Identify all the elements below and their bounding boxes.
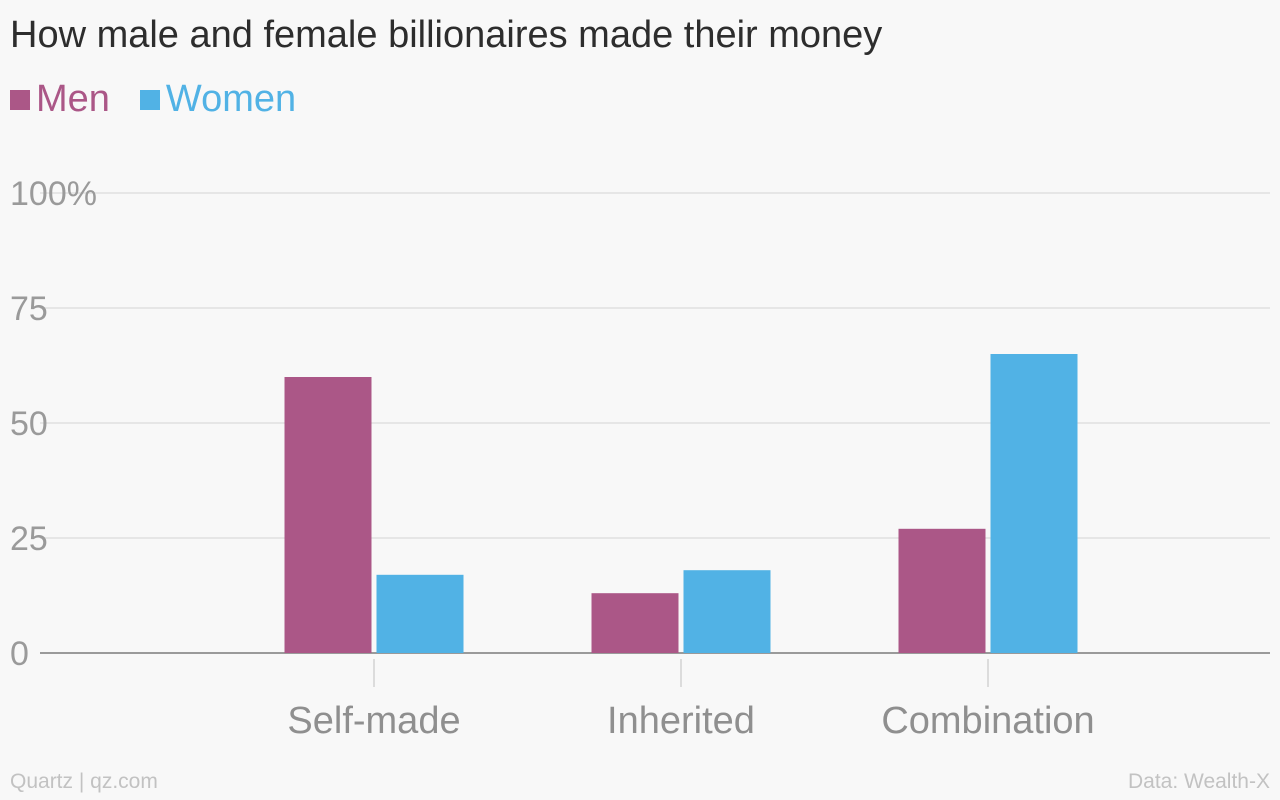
legend-item-women: Women <box>139 78 297 121</box>
x-category-label: Self-made <box>287 700 460 742</box>
legend-swatch-men <box>10 89 30 110</box>
y-tick-label: 50 <box>10 405 48 443</box>
y-tick-label: 75 <box>10 290 48 328</box>
bar-women-inherited <box>683 570 771 653</box>
legend-label-women: Women <box>165 78 297 120</box>
bar-men-combination <box>898 528 986 653</box>
bar-men-self-made <box>284 377 372 653</box>
footer-credit: Quartz | qz.com <box>10 770 158 793</box>
legend-item-men: Men <box>10 78 110 121</box>
y-tick-label: 100% <box>10 175 97 213</box>
bar-women-self-made <box>376 574 464 653</box>
footer-source: Data: Wealth-X <box>1127 770 1270 793</box>
bar-women-combination <box>990 354 1078 653</box>
legend-swatch-women <box>139 89 160 110</box>
legend: Men Women <box>10 78 326 121</box>
x-category-label: Combination <box>881 700 1094 742</box>
bar-men-inherited <box>591 593 679 653</box>
legend-label-men: Men <box>36 78 110 120</box>
x-category-label: Inherited <box>607 700 755 742</box>
chart-title: How male and female billionaires made th… <box>10 14 883 56</box>
y-tick-label: 0 <box>10 635 29 673</box>
y-tick-label: 25 <box>10 520 48 558</box>
